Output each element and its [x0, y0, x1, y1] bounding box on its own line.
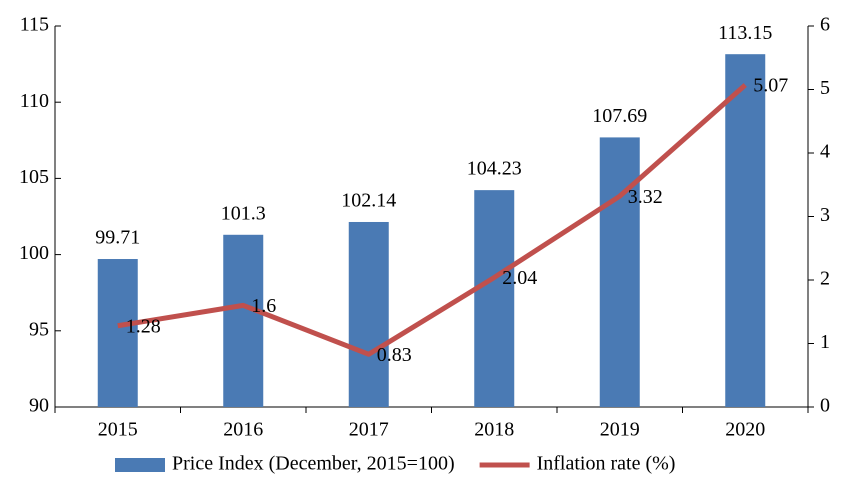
legend-label: Inflation rate (%) — [537, 453, 676, 475]
y-tick-label: 95 — [29, 318, 49, 340]
x-tick-label: 2020 — [725, 419, 765, 441]
bar — [725, 54, 766, 407]
bar-value-label: 102.14 — [341, 190, 396, 212]
bar-value-label: 104.23 — [467, 158, 522, 180]
bar — [474, 190, 515, 407]
y-tick-label: 90 — [29, 395, 49, 417]
line-value-label: 0.83 — [377, 344, 412, 366]
bar-value-label: 101.3 — [221, 202, 266, 224]
x-tick-label: 2016 — [223, 419, 263, 441]
bar — [223, 234, 264, 407]
x-tick-label: 2015 — [98, 419, 138, 441]
line-value-label: 1.28 — [126, 315, 161, 337]
legend-label: Price Index (December, 2015=100) — [172, 453, 455, 475]
y2-tick-label: 3 — [820, 204, 830, 226]
y-tick-label: 115 — [20, 14, 49, 36]
line — [117, 83, 747, 357]
bar — [599, 137, 640, 407]
legend-swatch — [115, 458, 165, 472]
y2-tick-label: 0 — [820, 395, 830, 417]
line-value-label: 1.6 — [251, 295, 276, 317]
bar — [97, 259, 138, 407]
x-tick-label: 2017 — [349, 419, 389, 441]
bar-value-label: 99.71 — [95, 227, 140, 249]
bar-value-label: 113.15 — [718, 22, 772, 44]
x-tick-label: 2019 — [600, 419, 640, 441]
bar — [348, 221, 389, 407]
y-tick-label: 110 — [20, 90, 49, 112]
line-value-label: 3.32 — [628, 186, 663, 208]
y2-tick-label: 4 — [820, 141, 830, 163]
y2-tick-label: 5 — [820, 77, 830, 99]
bar-value-label: 107.69 — [592, 105, 647, 127]
y2-tick-label: 1 — [820, 331, 830, 353]
x-tick-label: 2018 — [474, 419, 514, 441]
line-value-label: 2.04 — [502, 267, 537, 289]
y-tick-label: 100 — [19, 242, 49, 264]
y-tick-label: 105 — [19, 166, 49, 188]
y2-tick-label: 6 — [820, 14, 830, 36]
line-value-label: 5.07 — [753, 75, 788, 97]
y2-tick-label: 2 — [820, 268, 830, 290]
